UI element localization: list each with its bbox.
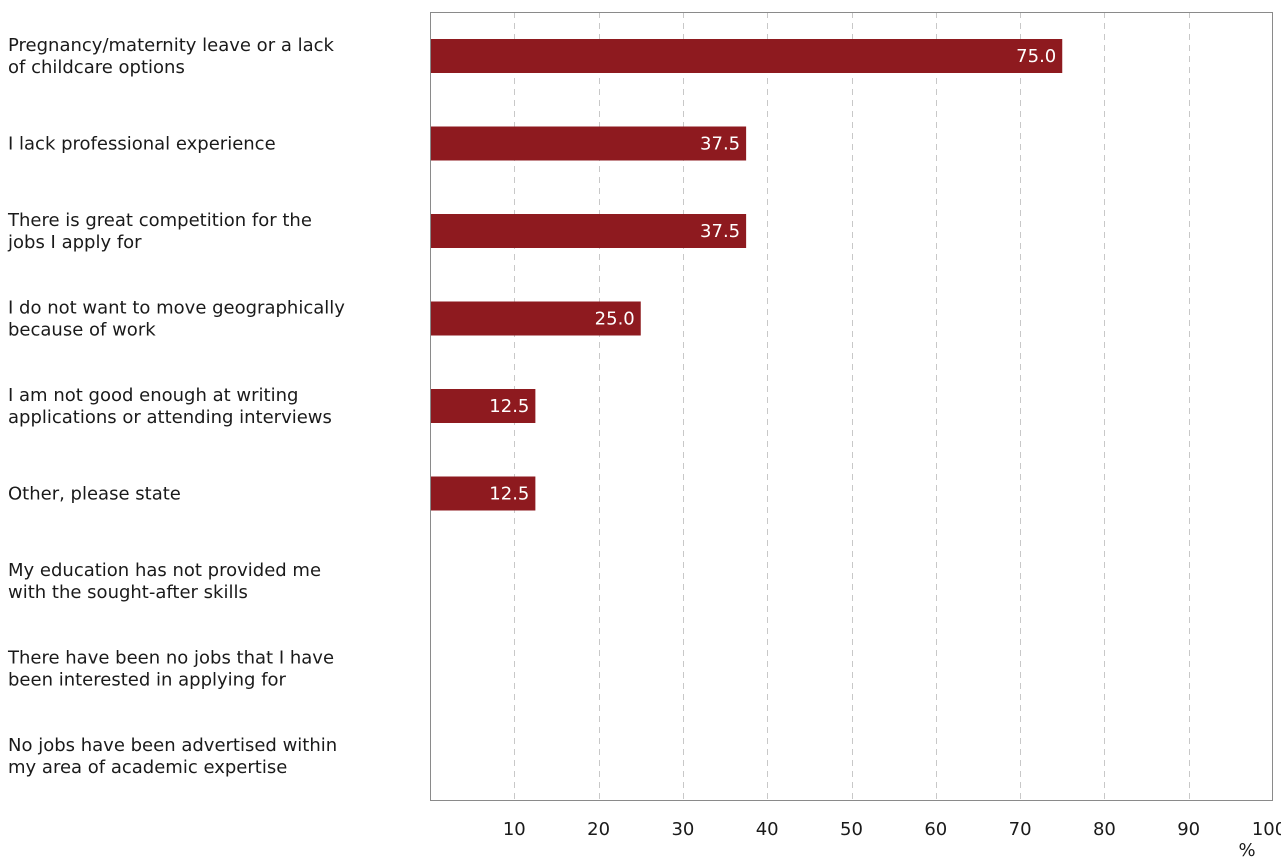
category-label-4-line-2: because of work [8, 320, 156, 341]
bar-5 [430, 389, 536, 423]
category-label-9-line-2: my area of academic expertise [8, 757, 287, 778]
category-label-8-line-1: There have been no jobs that I have [7, 648, 334, 669]
x-tick-label-90: 90 [1177, 819, 1200, 840]
x-tick-label-10: 10 [503, 819, 526, 840]
bar-value-label-5: 12.5 [489, 396, 529, 417]
category-label-4-line-1: I do not want to move geographically [8, 298, 345, 319]
category-label-3-line-2: jobs I apply for [7, 232, 142, 253]
bar-value-label-1: 75.0 [1016, 46, 1056, 67]
x-tick-label-30: 30 [671, 819, 694, 840]
category-label-6-line-1: Other, please state [8, 484, 181, 505]
x-tick-label-60: 60 [924, 819, 947, 840]
x-axis-unit-label: % [1238, 840, 1255, 858]
category-label-1-line-1: Pregnancy/maternity leave or a lack [8, 35, 334, 56]
x-tick-label-20: 20 [587, 819, 610, 840]
bar-value-label-6: 12.5 [489, 484, 529, 505]
x-tick-label-100: 100 [1252, 819, 1281, 840]
category-label-2-line-1: I lack professional experience [8, 134, 276, 155]
x-tick-label-40: 40 [756, 819, 779, 840]
category-label-3-line-1: There is great competition for the [7, 210, 312, 231]
category-label-5-line-2: applications or attending interviews [8, 407, 332, 428]
x-tick-label-50: 50 [840, 819, 863, 840]
bar-6 [430, 476, 536, 511]
category-label-8-line-2: been interested in applying for [8, 670, 287, 691]
bars: 75.0 37.5 37.5 25.0 12.5 12.5 [430, 39, 1063, 511]
category-label-9-line-1: No jobs have been advertised within [8, 735, 337, 756]
category-label-7-line-1: My education has not provided me [8, 560, 321, 581]
category-label-7-line-2: with the sought-after skills [8, 582, 248, 603]
bar-2 [430, 126, 747, 161]
category-label-1-line-2: of childcare options [8, 57, 185, 78]
bar-value-label-2: 37.5 [700, 134, 740, 155]
category-label-5-line-1: I am not good enough at writing [8, 385, 298, 406]
bar-4 [430, 301, 641, 336]
plot-frame [430, 12, 1273, 801]
x-axis-ticks: 10 20 30 40 50 60 70 80 90 100 [503, 819, 1281, 840]
bar-value-label-4: 25.0 [595, 309, 635, 330]
bar-3 [430, 214, 747, 248]
x-tick-label-80: 80 [1093, 819, 1116, 840]
bar-value-label-3: 37.5 [700, 221, 740, 242]
bar-1 [430, 39, 1063, 73]
x-tick-label-70: 70 [1009, 819, 1032, 840]
